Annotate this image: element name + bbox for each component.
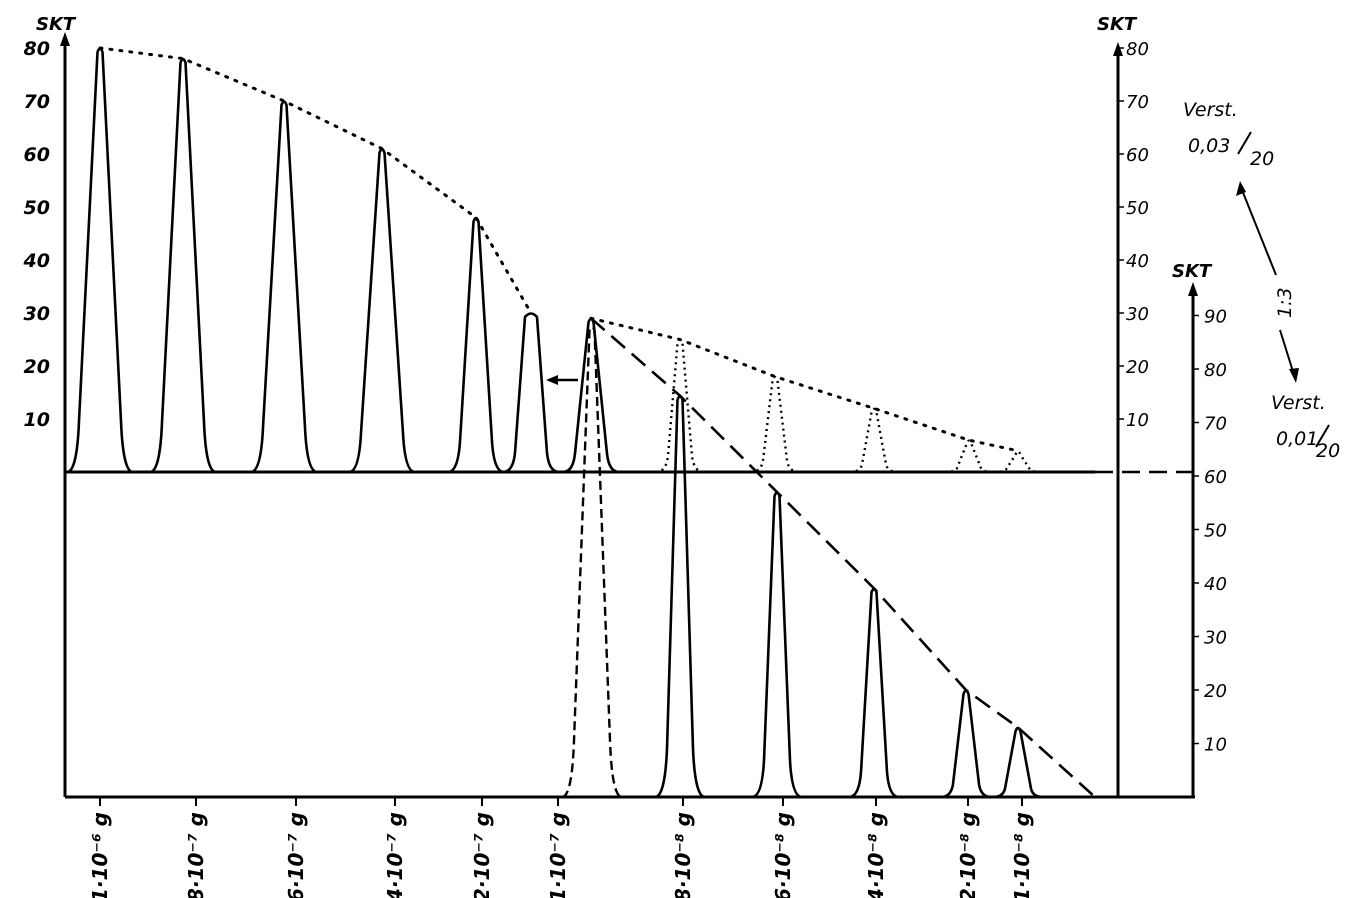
envelope-1 [589, 316, 1020, 453]
envelope-0 [98, 46, 533, 315]
peak-left_upper-solid-3 [348, 147, 416, 474]
peak-right_lower-solid-3 [940, 689, 992, 799]
ratio-label: 1:3 [1274, 287, 1296, 318]
peak-left_upper-solid-1 [149, 57, 217, 474]
gain-upper-den: 20 [1250, 148, 1274, 170]
tick-labels: SKT SKT SKT 10 20 30 40 50 60 70 80 10 20 30 40 50 60 70 8… [23, 14, 1227, 756]
x-label-10: 1·10⁻⁸ g [1010, 812, 1034, 898]
peak-left_upper-solid-4 [447, 216, 505, 474]
peak-right_lower-solid-0 [654, 394, 706, 799]
right-upper-tick-80: 80 [1126, 39, 1149, 60]
right-lower-axis-arrow [1188, 282, 1198, 296]
left-tick-10: 10 [24, 409, 50, 431]
shift-arrowhead [546, 375, 558, 385]
ratio-arrowhead-down [1289, 368, 1299, 383]
peak-left_upper-dotted-4 [993, 450, 1043, 474]
right-upper-tick-30: 30 [1126, 304, 1149, 325]
peak-left_upper-solid-5 [502, 312, 560, 474]
x-label-3: 4·10⁻⁷ g [383, 812, 407, 898]
right-lower-tick-20: 20 [1204, 681, 1227, 702]
peak-left_upper-dotted-3 [944, 439, 994, 474]
gain-upper-num: 0,03 [1188, 135, 1230, 157]
x-label-4: 2·10⁻⁷ g [470, 812, 494, 898]
x-label-8: 4·10⁻⁸ g [864, 812, 888, 898]
gain-upper-slash [1237, 131, 1252, 155]
left-tick-60: 60 [24, 144, 50, 166]
x-label-2: 6·10⁻⁷ g [284, 812, 308, 898]
x-label-0: 1·10⁻⁶ g [88, 812, 112, 898]
right-lower-tick-60: 60 [1204, 467, 1227, 488]
peak-left_upper-dotted-2 [849, 407, 899, 474]
right-upper-axis-arrow [1113, 42, 1123, 56]
right-upper-tick-60: 60 [1126, 145, 1149, 166]
right-lower-tick-70: 70 [1204, 414, 1227, 435]
right-lower-tick-30: 30 [1204, 628, 1227, 649]
gain-lower-slash [1315, 424, 1330, 448]
peak-left_upper-solid-2 [250, 100, 318, 474]
x-label-6: 8·10⁻⁸ g [671, 812, 695, 898]
right-upper-tick-20: 20 [1126, 357, 1149, 378]
left-tick-50: 50 [24, 197, 50, 219]
right-lower-tick-80: 80 [1204, 360, 1227, 381]
peak-left_upper-solid-6 [562, 317, 620, 474]
gain-upper-prefix: Verst. [1183, 99, 1238, 121]
gain-lower-num: 0,01 [1276, 428, 1318, 450]
peak-right_lower-dashed-0 [561, 325, 623, 799]
right-upper-tick-50: 50 [1126, 198, 1149, 219]
axes-group [60, 32, 1199, 799]
peak-left_upper-dotted-1 [750, 375, 800, 474]
peaks-group [66, 47, 1044, 799]
x-label-1: 8·10⁻⁷ g [184, 812, 208, 898]
right-upper-tick-40: 40 [1126, 251, 1149, 272]
x-label-5: 1·10⁻⁷ g [546, 812, 570, 898]
left-tick-80: 80 [24, 38, 50, 60]
peak-left_upper-solid-0 [66, 47, 134, 474]
gain-lower-prefix: Verst. [1271, 392, 1326, 414]
ratio-arrowhead-up [1236, 181, 1246, 196]
gain-lower-den: 20 [1316, 440, 1340, 462]
ratio-arrow-up [1239, 184, 1277, 276]
left-tick-70: 70 [24, 91, 50, 113]
right-upper-tick-10: 10 [1126, 410, 1149, 431]
right-lower-axis-label: SKT [1172, 261, 1213, 282]
right-lower-tick-90: 90 [1204, 307, 1227, 328]
x-label-9: 2·10⁻⁸ g [956, 812, 980, 898]
left-axis-label: SKT [36, 14, 77, 35]
x-axis-labels: 1·10⁻⁶ g 8·10⁻⁷ g 6·10⁻⁷ g 4·10⁻⁷ g 2·10⁻⁷ g… [88, 797, 1034, 898]
left-tick-30: 30 [24, 303, 50, 325]
x-label-7: 6·10⁻⁸ g [771, 812, 795, 898]
right-lower-tick-50: 50 [1204, 521, 1227, 542]
right-upper-tick-70: 70 [1126, 92, 1149, 113]
right-upper-axis-label: SKT [1097, 14, 1138, 35]
left-tick-40: 40 [23, 250, 50, 272]
peak-right_lower-solid-2 [848, 587, 900, 799]
peak-right_lower-solid-4 [992, 726, 1044, 799]
left-axis-arrow [60, 32, 70, 46]
peak-left_upper-dotted-0 [655, 338, 705, 474]
right-lower-tick-40: 40 [1204, 574, 1227, 595]
envelope-lines [98, 46, 1096, 798]
peak-right_lower-solid-1 [751, 491, 803, 799]
right-lower-tick-10: 10 [1204, 735, 1227, 756]
annotations: Verst. 0,03 20 1:3 Verst. 0,01 20 [546, 99, 1340, 462]
left-tick-20: 20 [24, 356, 50, 378]
